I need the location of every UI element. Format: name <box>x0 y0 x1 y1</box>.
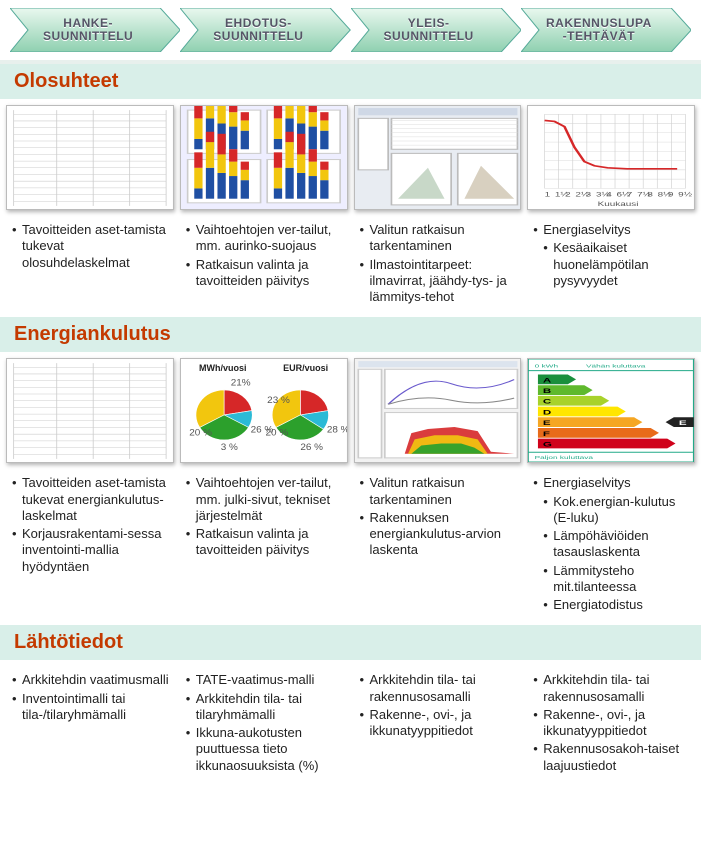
stage-ehdotus: EHDOTUS-SUUNNITTELU <box>180 8 350 52</box>
svg-text:E: E <box>679 420 687 428</box>
bullet-item: Arkkitehdin vaatimusmalli <box>10 672 170 688</box>
svg-text:Kuukausi: Kuukausi <box>598 201 639 208</box>
bullet-item: Vaihtoehtojen ver-tailut, mm. julki-sivu… <box>184 475 344 524</box>
bullet-col: Vaihtoehtojen ver-tailut, mm. aurinko-su… <box>180 216 348 317</box>
svg-text:G: G <box>543 441 552 449</box>
bullet-item: Energiaselvitys <box>531 475 691 491</box>
bullet-item: Rakenne-, ovi-, ja ikkunatyyppitiedot <box>531 707 691 740</box>
svg-text:B: B <box>543 388 552 396</box>
bullet-item: Valitun ratkaisun tarkentaminen <box>358 475 518 508</box>
svg-text:26 %: 26 % <box>300 442 323 452</box>
stage-label-1b: SUUNNITTELU <box>43 29 133 43</box>
bullet-item: Arkkitehdin tila- tai tilaryhmämalli <box>184 691 344 724</box>
svg-text:Vähän kuluttava: Vähän kuluttava <box>586 364 646 369</box>
svg-text:28 %: 28 % <box>327 424 347 434</box>
svg-text:1: 1 <box>545 191 551 198</box>
bullet-item: Energiaselvitys <box>531 222 691 238</box>
stage-rakennuslupa: RAKENNUSLUPA-TEHTÄVÄT <box>521 8 691 52</box>
pie-label-right: EUR/vuosi <box>283 363 328 373</box>
bullet-item: Lämmitysteho mit.tilanteessa <box>531 563 691 596</box>
bullet-col: Valitun ratkaisun tarkentaminenIlmastoin… <box>354 216 522 317</box>
stage-label-2b: SUUNNITTELU <box>213 29 303 43</box>
bullet-col: Energiaselvitys Kesäaikaiset huonelämpöti… <box>527 216 695 317</box>
bullet-item: Ratkaisun valinta ja tavoitteiden päivit… <box>184 257 344 290</box>
thumb-piecharts: MWh/vuosi EUR/vuosi 20 % 21% 26 % 3 % 20 % 23… <box>180 358 348 463</box>
bullet-col: TATE-vaatimus-malli Arkkitehdin tila- tai… <box>180 666 348 786</box>
bullet-item: Ikkuna-aukotusten puuttuessa tieto ikkun… <box>184 725 344 774</box>
bullet-col: Arkkitehdin tila- tai rakennusosamalliRa… <box>354 666 522 786</box>
bullet-item: Lämpöhäviöiden tasauslaskenta <box>531 528 691 561</box>
bullet-item: Arkkitehdin tila- tai rakennusosamalli <box>531 672 691 705</box>
bullet-item: Rakennusosakoh-taiset laajuustiedot <box>531 741 691 774</box>
thumb-areaplot <box>354 358 522 463</box>
svg-text:7: 7 <box>627 191 633 198</box>
stage-label-1a: HANKE- <box>63 16 113 30</box>
stage-hanke: HANKE-SUUNNITTELU <box>10 8 180 52</box>
svg-text:Paljon kuluttava: Paljon kuluttava <box>535 456 594 461</box>
svg-text:9½: 9½ <box>678 191 692 198</box>
svg-text:E: E <box>543 420 551 428</box>
svg-text:C: C <box>543 398 552 406</box>
bullet-item: Energiatodistus <box>531 597 691 613</box>
section-header-1: Energiankulutus <box>0 317 701 352</box>
section-header-2: Lähtötiedot <box>0 625 701 660</box>
thumb-linechart: 11½22½33½46½77½88½99½Kuukausi <box>527 105 695 210</box>
svg-text:D: D <box>543 409 552 417</box>
svg-text:9: 9 <box>668 191 674 198</box>
thumb-table <box>6 358 174 463</box>
svg-text:20 %: 20 % <box>265 427 288 437</box>
thumb-barcharts <box>180 105 348 210</box>
bullet-item: Vaihtoehtojen ver-tailut, mm. aurinko-su… <box>184 222 344 255</box>
stage-yleis: YLEIS-SUUNNITTELU <box>351 8 521 52</box>
bullet-item: TATE-vaatimus-malli <box>184 672 344 688</box>
bullet-col: Vaihtoehtojen ver-tailut, mm. julki-sivu… <box>180 469 348 625</box>
bullet-item: Valitun ratkaisun tarkentaminen <box>358 222 518 255</box>
bullet-col: Valitun ratkaisun tarkentaminenRakennuks… <box>354 469 522 625</box>
pie-label-left: MWh/vuosi <box>199 363 247 373</box>
svg-text:21%: 21% <box>230 377 251 387</box>
bullet-item: Rakennuksen energiankulutus-arvion laske… <box>358 510 518 559</box>
thumb-energyrating: 0 kWh Vähän kuluttava ABCDEFG E Paljon k… <box>527 358 695 463</box>
stage-label-3a: YLEIS- <box>408 16 450 30</box>
svg-text:2: 2 <box>565 191 571 198</box>
svg-text:4: 4 <box>606 191 612 198</box>
bullet-col: Energiaselvitys Kok.energian-kulutus (E-l… <box>527 469 695 625</box>
bullet-item: Arkkitehdin tila- tai rakennusosamalli <box>358 672 518 705</box>
bullet-item: Korjausrakentami-sessa inventointi-malli… <box>10 526 170 575</box>
stage-label-3b: SUUNNITTELU <box>384 29 474 43</box>
svg-text:3 %: 3 % <box>221 442 239 452</box>
stage-label-4b: -TEHTÄVÄT <box>563 29 636 43</box>
bullet-item: Ilmastointitarpeet: ilmavirrat, jäähdy-t… <box>358 257 518 306</box>
bullet-item: Ratkaisun valinta ja tavoitteiden päivit… <box>184 526 344 559</box>
bullet-item: Tavoitteiden aset-tamista tukevat olosuh… <box>10 222 170 271</box>
thumb-screenshot <box>354 105 522 210</box>
bullet-item: Inventointimalli tai tila-/tilaryhmämall… <box>10 691 170 724</box>
svg-text:3: 3 <box>586 191 592 198</box>
svg-text:23 %: 23 % <box>267 395 290 405</box>
thumb-table <box>6 105 174 210</box>
bullet-item: Kok.energian-kulutus (E-luku) <box>531 494 691 527</box>
stage-label-4a: RAKENNUSLUPA <box>546 16 652 30</box>
svg-text:8: 8 <box>648 191 654 198</box>
stage-row: HANKE-SUUNNITTELU EHDOTUS-SUUNNITTELU YL… <box>0 0 701 56</box>
svg-text:F: F <box>543 430 550 438</box>
svg-text:20 %: 20 % <box>189 427 212 437</box>
section-header-0: Olosuhteet <box>0 64 701 99</box>
bullet-item: Tavoitteiden aset-tamista tukevat energi… <box>10 475 170 524</box>
bullet-col: Arkkitehdin vaatimusmalli Inventointimall… <box>6 666 174 786</box>
bullet-col: Tavoitteiden aset-tamista tukevat energi… <box>6 469 174 625</box>
stage-label-2a: EHDOTUS- <box>225 16 292 30</box>
bullet-item: Kesäaikaiset huonelämpötilan pysyvyydet <box>531 240 691 289</box>
bullet-col: Arkkitehdin tila- tai rakennusosamalliRa… <box>527 666 695 786</box>
bullet-item: Rakenne-, ovi-, ja ikkunatyyppitiedot <box>358 707 518 740</box>
svg-text:A: A <box>543 377 552 385</box>
bullet-col: Tavoitteiden aset-tamista tukevat olosuh… <box>6 216 174 317</box>
svg-text:0 kWh: 0 kWh <box>535 364 559 369</box>
